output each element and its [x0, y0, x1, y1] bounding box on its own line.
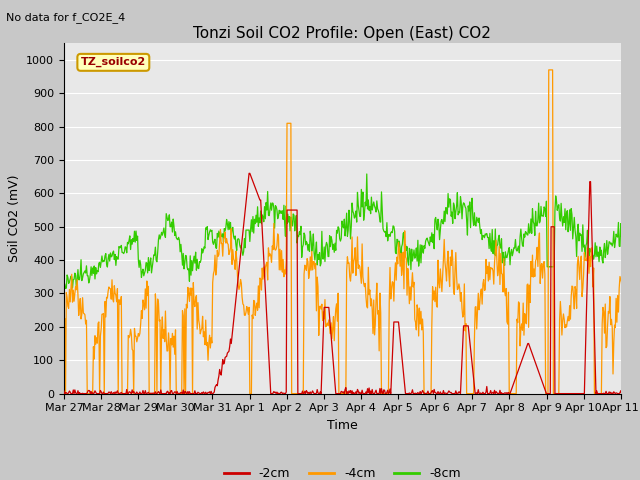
Title: Tonzi Soil CO2 Profile: Open (East) CO2: Tonzi Soil CO2 Profile: Open (East) CO2 [193, 25, 492, 41]
Text: No data for f_CO2E_4: No data for f_CO2E_4 [6, 12, 125, 23]
X-axis label: Time: Time [327, 419, 358, 432]
Text: TZ_soilco2: TZ_soilco2 [81, 57, 146, 68]
Y-axis label: Soil CO2 (mV): Soil CO2 (mV) [8, 175, 20, 262]
Legend: -2cm, -4cm, -8cm: -2cm, -4cm, -8cm [219, 462, 466, 480]
